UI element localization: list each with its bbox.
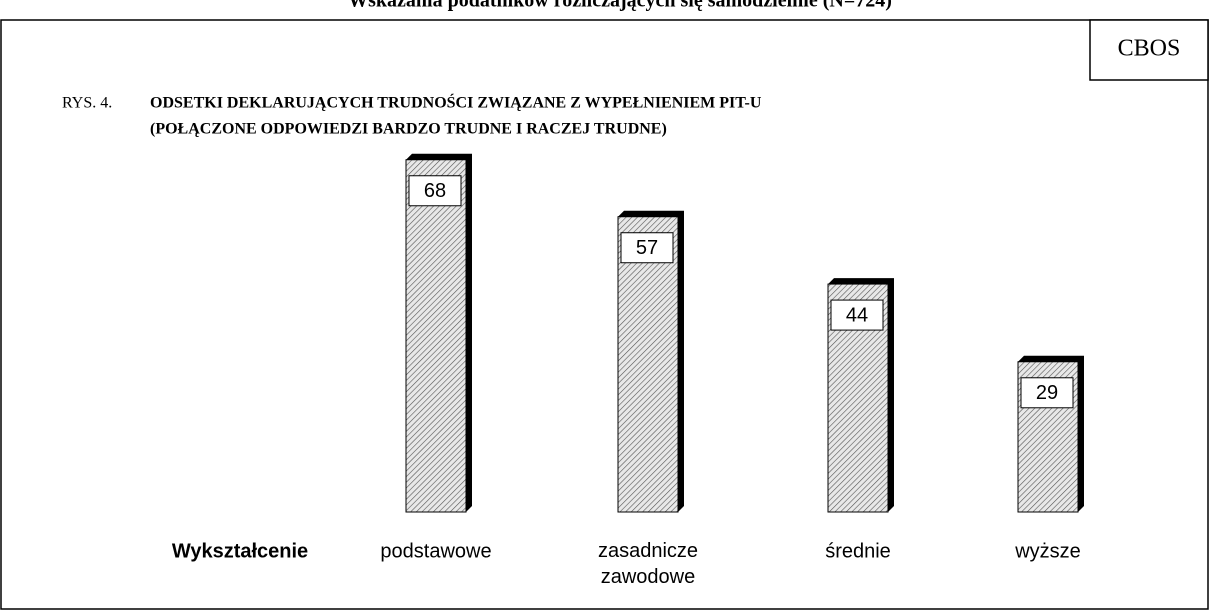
- chart-subtitle: (POŁĄCZONE ODPOWIEDZI BARDZO TRUDNE I RA…: [150, 121, 667, 138]
- source: CBOS: [1118, 36, 1181, 62]
- value-label-box: [830, 299, 884, 331]
- bar: [617, 216, 679, 513]
- figure-label: RYS. 4.: [62, 95, 112, 112]
- x-tick-label: średnie: [825, 540, 891, 562]
- x-axis-label: Wykształcenie: [172, 540, 308, 562]
- chart-title: ODSETKI DEKLARUJĄCYCH TRUDNOŚCI ZWIĄZANE…: [150, 93, 762, 112]
- value-label: 57: [636, 237, 658, 259]
- source-box: [1089, 19, 1209, 81]
- bar: [405, 159, 467, 513]
- value-label-box: [620, 232, 674, 264]
- value-label-box: [1020, 377, 1074, 409]
- x-tick-label: wyższe: [1014, 540, 1081, 562]
- x-tick-label: zasadnicze zawodowe: [598, 540, 698, 588]
- header: Wskazania podatników rozliczających się …: [348, 0, 892, 12]
- value-label: 29: [1036, 382, 1058, 404]
- x-tick-label: podstawowe: [380, 540, 491, 562]
- value-label: 44: [846, 304, 868, 326]
- value-label-box: [408, 175, 462, 207]
- frame: [0, 19, 1209, 610]
- value-label: 68: [424, 180, 446, 202]
